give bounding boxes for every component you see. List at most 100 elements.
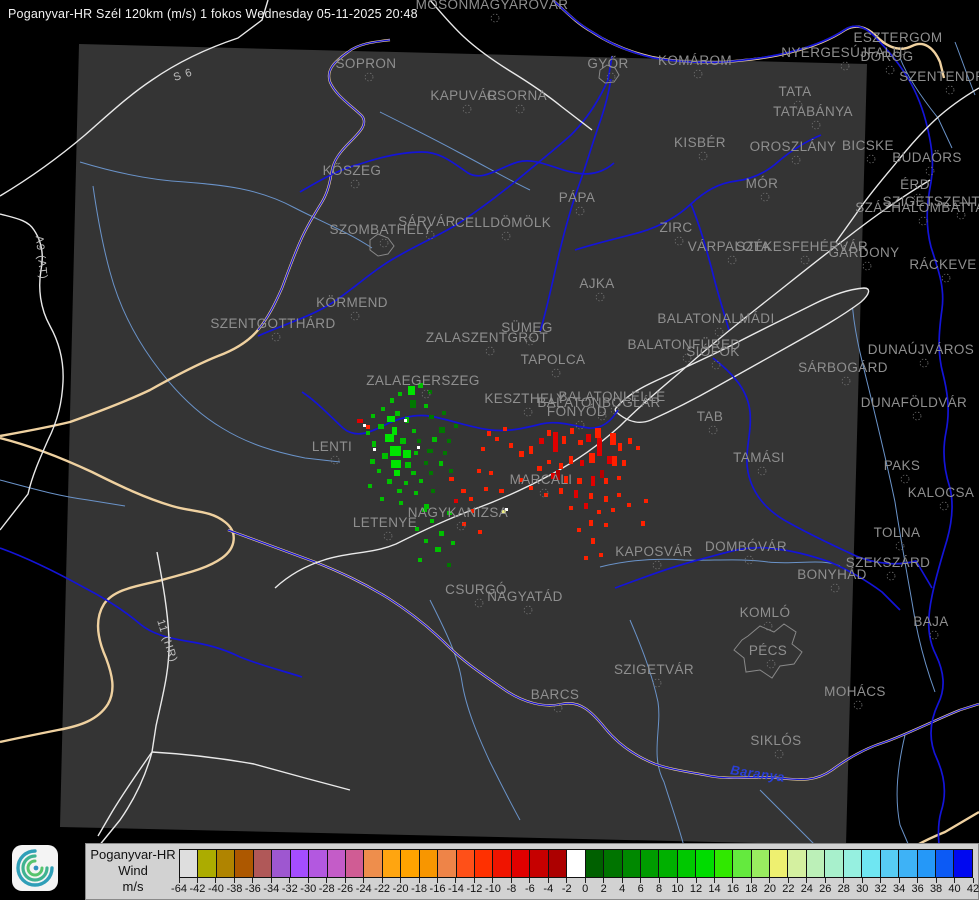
radar-echo	[370, 459, 375, 464]
city-label: PAKS	[884, 458, 921, 473]
legend-tick-label: -38	[226, 883, 243, 895]
city-label: ZIRC	[659, 220, 692, 235]
city-label: ESZTERGOM	[853, 30, 942, 45]
settlement-mark	[727, 255, 737, 265]
settlement-mark	[698, 151, 708, 161]
legend-quantity: Wind	[118, 863, 148, 878]
city-label: BALATONFÜRED	[627, 337, 740, 352]
legend-cell	[861, 849, 880, 878]
legend-cell	[179, 849, 198, 878]
legend-cell	[547, 849, 567, 878]
settlement-mark	[766, 659, 776, 669]
radar-echo	[509, 443, 513, 448]
legend-tick-label: -30	[300, 883, 317, 895]
radar-echo	[399, 501, 403, 505]
legend-tick	[898, 878, 900, 883]
settlement-mark	[693, 69, 703, 79]
radar-echo	[559, 463, 563, 469]
radar-echo	[435, 547, 441, 552]
legend-cell	[713, 849, 733, 878]
legend-cell	[326, 849, 345, 878]
radar-echo	[584, 503, 588, 509]
settlement-mark	[485, 346, 495, 356]
legend-tick	[566, 878, 568, 883]
radar-echo	[422, 508, 427, 512]
legend-tick	[547, 878, 549, 883]
legend-tick	[843, 878, 845, 883]
settlement-mark	[791, 155, 801, 165]
legend-tick-label: -18	[411, 883, 427, 895]
legend-cell	[750, 849, 769, 878]
legend-tick-label: -4	[543, 883, 554, 895]
radar-echo	[610, 433, 616, 445]
city-label: MÓR	[746, 176, 779, 191]
city-label: AJKA	[579, 276, 614, 291]
legend-tick	[326, 878, 328, 883]
city-label: GYŐR	[587, 56, 628, 71]
settlement-mark	[523, 407, 533, 417]
legend-tick-label: 30	[856, 883, 869, 895]
radar-echo	[397, 489, 402, 493]
radar-echo	[584, 556, 588, 560]
legend-cell	[344, 849, 364, 878]
radar-echo	[398, 392, 402, 396]
legend-tick	[233, 878, 235, 883]
legend-tick-label: 26	[819, 883, 832, 895]
settlement-mark	[610, 405, 620, 415]
settlement-mark	[682, 353, 692, 363]
legend-cell	[215, 849, 235, 878]
radar-echo	[553, 432, 558, 452]
legend-cell	[805, 849, 825, 878]
settlement-mark	[515, 104, 525, 114]
legend-cell	[787, 849, 806, 878]
settlement-mark	[862, 261, 872, 271]
radar-echo	[519, 451, 524, 457]
settlement-mark	[929, 630, 939, 640]
radar-echo	[589, 493, 593, 499]
radar-echo	[462, 522, 466, 526]
radar-echo	[381, 407, 385, 411]
radar-echo	[391, 460, 401, 468]
legend-tick	[954, 878, 956, 883]
legend-cell	[824, 849, 843, 878]
legend-cell	[400, 849, 419, 878]
city-label: SZÉKESFEHÉRVÁR	[736, 239, 868, 254]
legend-tick-label: -20	[392, 883, 409, 895]
radar-echo	[431, 489, 435, 493]
settlement-mark	[757, 466, 767, 476]
city-label: MARCALI	[510, 472, 573, 487]
radar-echo	[604, 478, 608, 484]
city-label: PÁPA	[559, 190, 596, 205]
legend-color-scale	[179, 849, 973, 878]
settlement-mark	[523, 605, 533, 615]
legend-tick	[621, 878, 623, 883]
settlement-mark	[774, 749, 784, 759]
legend-tick-label: -42	[189, 883, 206, 895]
legend-tick-label: -28	[318, 883, 335, 895]
radar-echo	[487, 431, 491, 436]
settlement-mark	[886, 571, 896, 581]
road-label: S 6	[172, 66, 194, 83]
settlement-mark	[597, 411, 607, 421]
radar-echo	[556, 470, 560, 480]
city-label: SZÁZHALOMBATTA	[855, 200, 979, 215]
radar-echo	[547, 430, 551, 436]
legend-tick	[270, 878, 272, 883]
city-label: CSURGÓ	[445, 582, 507, 597]
map-title: Poganyvar-HR Szél 120km (m/s) 1 fokos We…	[8, 7, 418, 21]
legend-cell	[639, 849, 659, 878]
radar-echo	[394, 470, 400, 476]
legend-tick-label: -6	[524, 883, 535, 895]
radar-echo	[373, 448, 376, 451]
city-label: ÉRD	[900, 177, 930, 192]
app-logo[interactable]	[12, 845, 58, 891]
legend-tick-label: -24	[355, 883, 372, 895]
legend-tick	[492, 878, 494, 883]
radar-echo	[599, 553, 603, 557]
legend-tick-label: -14	[448, 883, 464, 895]
radar-echo	[451, 541, 455, 545]
radar-echo	[424, 539, 428, 543]
radar-echo	[622, 460, 626, 466]
legend-tick	[418, 878, 420, 883]
